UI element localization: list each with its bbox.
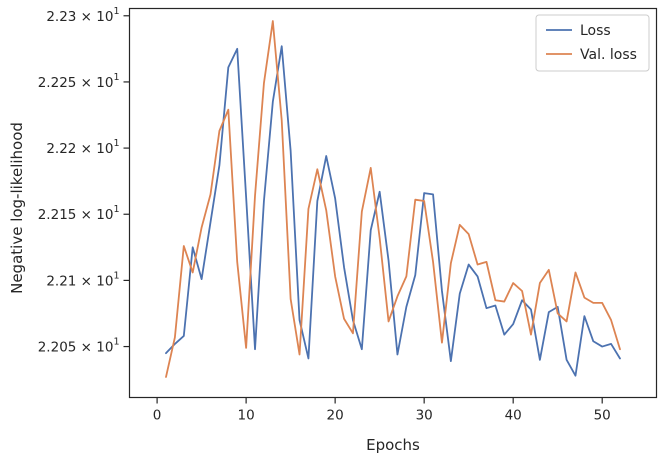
y-tick-label: 2.22 × 101: [46, 138, 119, 157]
y-tick-label: 2.23 × 101: [46, 6, 119, 25]
y-tick-label: 2.205 × 101: [38, 337, 120, 356]
y-axis-label: Negative log-likelihood: [8, 122, 26, 294]
x-axis-label: Epochs: [366, 436, 420, 454]
legend-label-loss: Loss: [580, 23, 611, 39]
y-tick-exponent: 1: [113, 72, 119, 83]
y-tick-mantissa: 2.21 × 10: [46, 273, 113, 289]
y-tick-label: 2.225 × 101: [38, 72, 120, 91]
x-axis-ticks: 0 10 20 30 40 50: [153, 397, 611, 424]
y-tick-exponent: 1: [113, 138, 119, 149]
x-tick-label: 20: [327, 408, 344, 424]
y-tick-exponent: 1: [113, 337, 119, 348]
y-tick-mantissa: 2.225 × 10: [38, 75, 114, 91]
y-tick-mantissa: 2.22 × 10: [46, 141, 113, 157]
y-tick-mantissa: 2.23 × 10: [46, 9, 113, 25]
y-tick-label: 2.21 × 101: [46, 270, 119, 289]
x-tick-label: 10: [238, 408, 255, 424]
y-tick-mantissa: 2.215 × 10: [38, 207, 114, 223]
plot-area: [128, 7, 658, 399]
x-tick-label: 0: [153, 408, 162, 424]
x-tick-label: 50: [594, 408, 611, 424]
legend: Loss Val. loss: [535, 14, 650, 72]
series-lines: [165, 20, 621, 378]
y-tick-label: 2.215 × 101: [38, 204, 120, 223]
y-tick-exponent: 1: [113, 204, 119, 215]
legend-box: [535, 14, 650, 72]
series-line-val-loss: [165, 20, 621, 378]
y-tick-exponent: 1: [113, 6, 119, 17]
x-tick-label: 40: [505, 408, 522, 424]
legend-label-val-loss: Val. loss: [580, 47, 637, 63]
y-tick-exponent: 1: [113, 270, 119, 281]
y-tick-mantissa: 2.205 × 10: [38, 340, 114, 356]
x-tick-label: 30: [416, 408, 433, 424]
